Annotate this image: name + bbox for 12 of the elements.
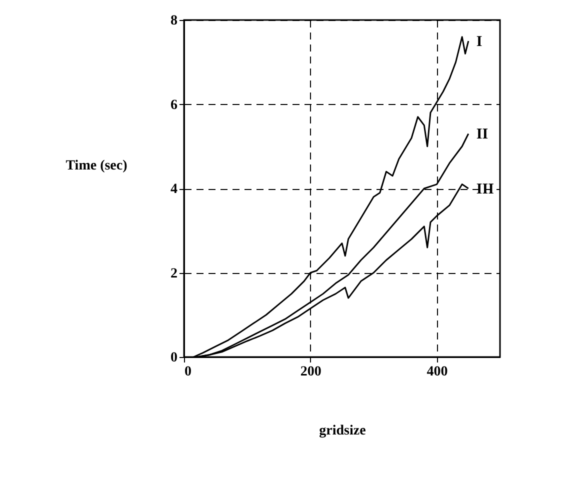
y-tick-label: 4 — [170, 182, 178, 197]
y-tick-label: 0 — [170, 350, 178, 366]
y-tick-label: 8 — [170, 14, 178, 28]
x-tick-label: 0 — [184, 364, 192, 380]
x-tick-label: 400 — [426, 364, 448, 380]
y-tick-label: 6 — [170, 98, 178, 113]
y-axis-title: Time (sec) — [66, 158, 128, 174]
series-label: II — [476, 126, 488, 143]
x-tick-label: 200 — [300, 364, 322, 380]
series-label: I — [476, 34, 482, 50]
y-tick-label: 2 — [170, 266, 178, 282]
x-axis-title: gridsize — [319, 424, 366, 438]
